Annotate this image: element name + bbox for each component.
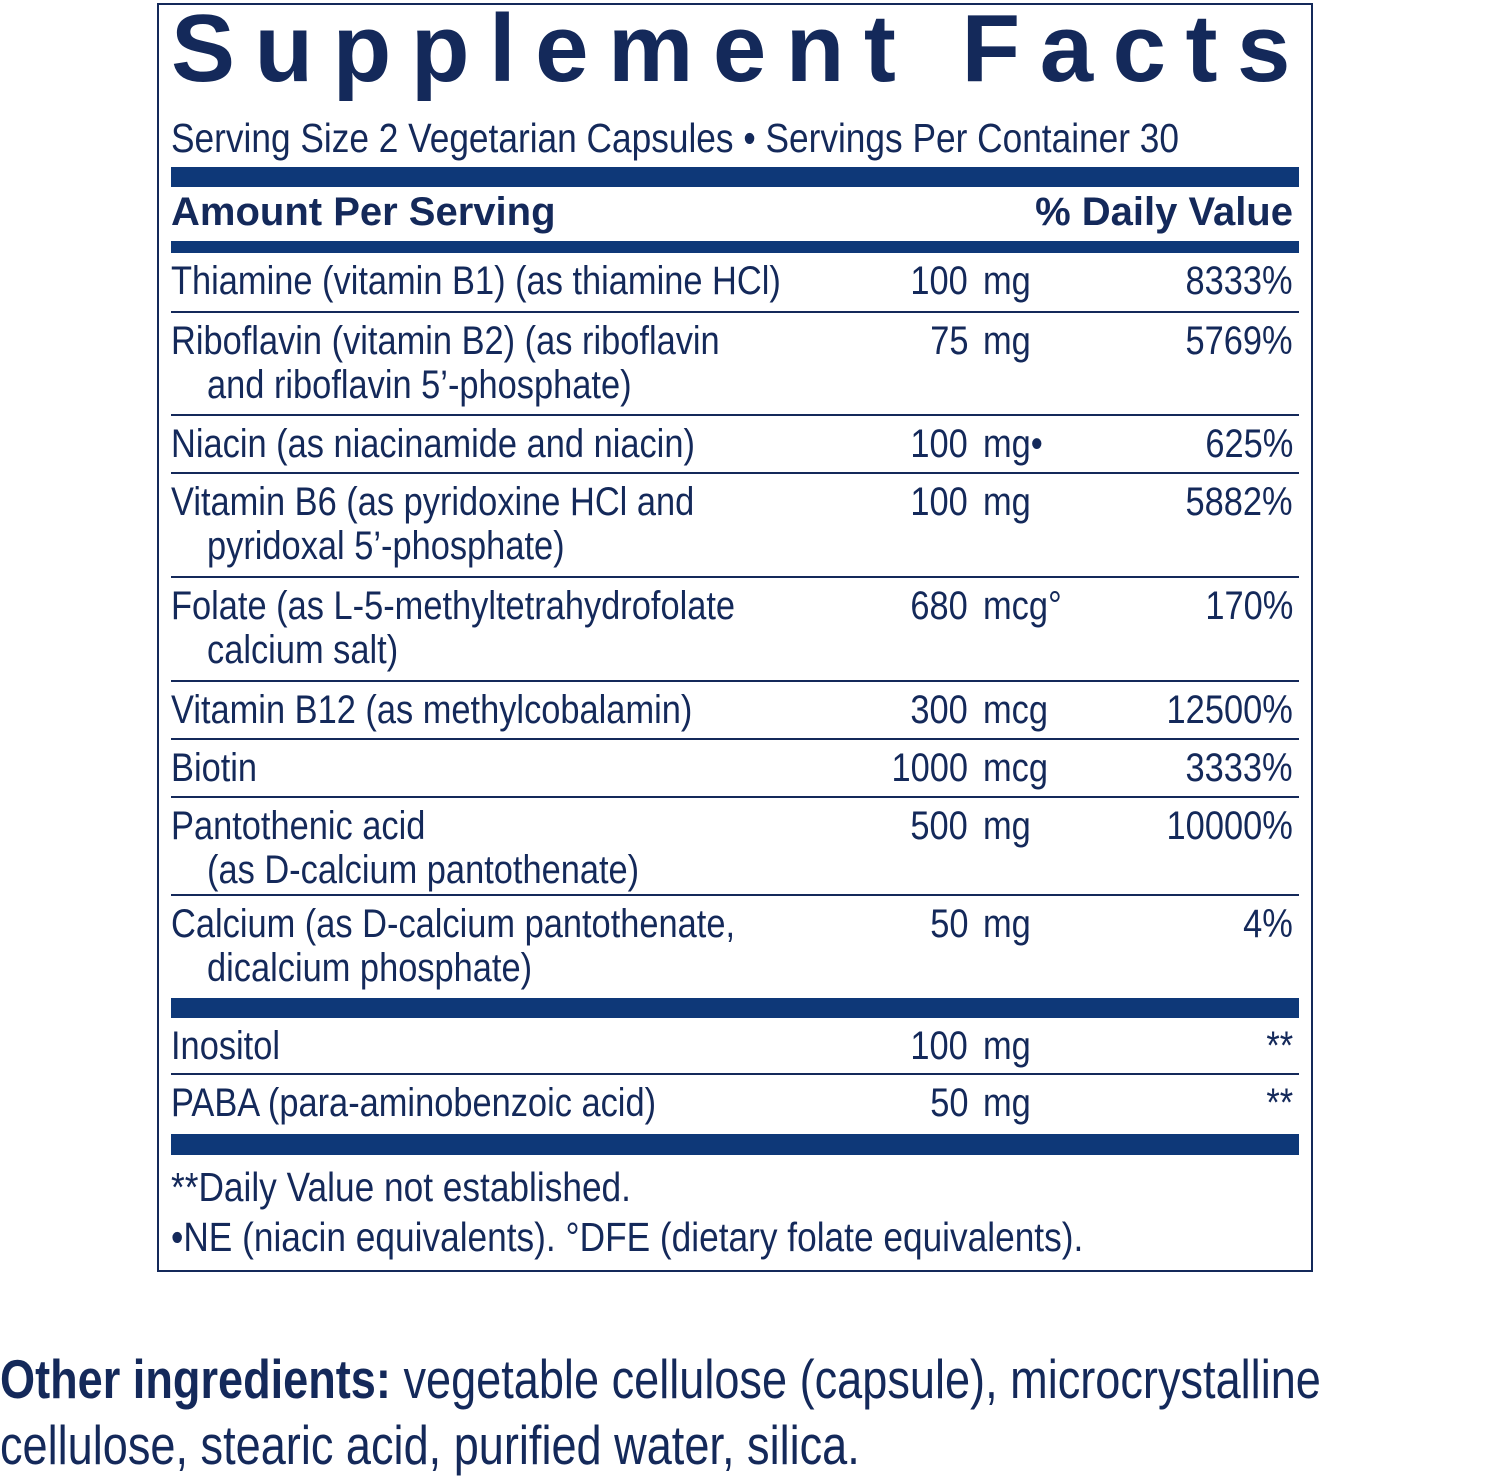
nutrient-name-line: and riboflavin 5’-phosphate) xyxy=(207,363,632,407)
nutrient-name-line: Vitamin B6 (as pyridoxine HCl and xyxy=(171,480,695,524)
amount-unit: mcg xyxy=(983,746,1048,790)
nutrient-name-line: pyridoxal 5’-phosphate) xyxy=(207,524,565,568)
daily-value: 10000% xyxy=(1166,804,1293,848)
amount-unit: mg xyxy=(983,319,1031,363)
nutrient-name-line: Pantothenic acid xyxy=(171,804,426,848)
amount-value: 100 xyxy=(910,480,968,524)
nutrient-row: Thiamine (vitamin B1) (as thiamine HCl) 1… xyxy=(171,253,1299,313)
nutrient-row: Calcium (as D-calcium pantothenate, dical… xyxy=(171,896,1299,996)
medium-divider xyxy=(171,241,1299,253)
daily-value: 4% xyxy=(1243,902,1293,946)
serving-info: Serving Size 2 Vegetarian Capsules • Ser… xyxy=(171,115,1180,161)
amount-value: 300 xyxy=(910,688,968,732)
footnotes: **Daily Value not established. •NE (niac… xyxy=(171,1162,1232,1262)
amount-unit: mg xyxy=(983,804,1031,848)
daily-value: 8333% xyxy=(1185,259,1293,303)
nutrient-name: Folate (as L-5-methyltetrahydrofolate cal… xyxy=(171,584,827,672)
nutrient-name: Riboflavin (vitamin B2) (as riboflavin an… xyxy=(171,319,809,407)
supplement-facts-panel xyxy=(157,3,1313,1272)
panel-title: Supplement Facts xyxy=(171,0,1310,102)
other-ingredients-label: Other ingredients: xyxy=(0,1348,391,1410)
amount-header: Amount Per Serving xyxy=(171,190,556,234)
nutrient-row: Folate (as L-5-methyltetrahydrofolate cal… xyxy=(171,578,1299,682)
nutrient-row: Vitamin B12 (as methylcobalamin) 300 mcg 12… xyxy=(171,682,1299,740)
amount-unit: mg xyxy=(983,1081,1031,1125)
amount-value: 50 xyxy=(929,902,968,946)
nutrient-name: Vitamin B6 (as pyridoxine HCl and pyridox… xyxy=(171,480,779,568)
nutrient-name-line: Inositol xyxy=(171,1024,281,1068)
nutrient-name-line: dicalcium phosphate) xyxy=(207,946,533,990)
amount-value: 100 xyxy=(910,1024,968,1068)
amount-unit: mg xyxy=(983,902,1031,946)
daily-value-header: % Daily Value xyxy=(1035,190,1293,234)
amount-unit: mg xyxy=(983,480,1031,524)
daily-value: 5882% xyxy=(1185,480,1293,524)
nutrient-name-line: (as D-calcium pantothenate) xyxy=(207,848,640,892)
nutrient-name-line: Folate (as L-5-methyltetrahydrofolate xyxy=(171,584,736,628)
daily-value: 3333% xyxy=(1185,746,1293,790)
other-ingredients: Other ingredients: vegetable cellulose (… xyxy=(0,1346,1500,1478)
thick-divider xyxy=(171,1134,1299,1155)
nutrient-name: Inositol xyxy=(171,1024,298,1068)
nutrient-name-line: Riboflavin (vitamin B2) (as riboflavin xyxy=(171,319,720,363)
nutrient-name-line: Biotin xyxy=(171,746,258,790)
daily-value: 625% xyxy=(1205,422,1293,466)
thick-divider xyxy=(171,998,1299,1018)
nutrient-name-line: Thiamine (vitamin B1) (as thiamine HCl) xyxy=(171,259,781,303)
other-ingredients-text: vegetable cellulose (capsule), microcrys… xyxy=(0,1348,1321,1476)
amount-value: 100 xyxy=(910,259,968,303)
amount-unit: mg• xyxy=(983,422,1043,466)
nutrient-row: Inositol 100 mg ** xyxy=(171,1018,1299,1075)
nutrient-name: Calcium (as D-calcium pantothenate, dical… xyxy=(171,902,827,990)
nutrient-row: PABA (para-aminobenzoic acid) 50 mg ** xyxy=(171,1075,1299,1133)
daily-value: ** xyxy=(1266,1081,1293,1125)
amount-unit: mg xyxy=(983,1024,1031,1068)
amount-value: 680 xyxy=(910,584,968,628)
daily-value: 5769% xyxy=(1185,319,1293,363)
nutrient-rows: Thiamine (vitamin B1) (as thiamine HCl) 1… xyxy=(171,253,1299,996)
nutrient-name: PABA (para-aminobenzoic acid) xyxy=(171,1081,735,1125)
nutrient-row: Riboflavin (vitamin B2) (as riboflavin an… xyxy=(171,313,1299,416)
daily-value: 170% xyxy=(1205,584,1293,628)
amount-unit: mcg° xyxy=(983,584,1062,628)
nutrient-name: Thiamine (vitamin B1) (as thiamine HCl) xyxy=(171,259,880,303)
nutrient-name: Niacin (as niacinamide and niacin) xyxy=(171,422,780,466)
daily-value: 12500% xyxy=(1166,688,1293,732)
amount-value: 1000 xyxy=(891,746,968,790)
amount-value: 50 xyxy=(929,1081,968,1125)
nutrient-row: Pantothenic acid (as D-calcium pantothena… xyxy=(171,798,1299,896)
nutrient-row: Niacin (as niacinamide and niacin) 100 mg•… xyxy=(171,416,1299,474)
amount-value: 100 xyxy=(910,422,968,466)
amount-unit: mg xyxy=(983,259,1031,303)
nutrient-name-line: PABA (para-aminobenzoic acid) xyxy=(171,1081,657,1125)
amount-unit: mcg xyxy=(983,688,1048,732)
thick-divider xyxy=(171,167,1299,187)
amount-value: 500 xyxy=(910,804,968,848)
nutrient-name-line: Niacin (as niacinamide and niacin) xyxy=(171,422,695,466)
nutrient-name: Biotin xyxy=(171,746,271,790)
nutrient-name: Vitamin B12 (as methylcobalamin) xyxy=(171,688,777,732)
nutrient-name-line: Calcium (as D-calcium pantothenate, xyxy=(171,902,736,946)
nutrient-row: Biotin 1000 mcg 3333% xyxy=(171,740,1299,798)
column-header: Amount Per Serving % Daily Value xyxy=(171,188,1299,236)
other-nutrient-rows: Inositol 100 mg ** PABA (para-aminobenzoic a… xyxy=(171,1018,1299,1133)
amount-value: 75 xyxy=(929,319,968,363)
nutrient-name: Pantothenic acid (as D-calcium pantothena… xyxy=(171,804,709,892)
footnote: **Daily Value not established. xyxy=(171,1164,631,1210)
daily-value: ** xyxy=(1266,1024,1293,1068)
nutrient-row: Vitamin B6 (as pyridoxine HCl and pyridox… xyxy=(171,474,1299,578)
footnote: •NE (niacin equivalents). °DFE (dietary … xyxy=(171,1214,1084,1260)
nutrient-name-line: Vitamin B12 (as methylcobalamin) xyxy=(171,688,693,732)
nutrient-name-line: calcium salt) xyxy=(207,628,399,672)
